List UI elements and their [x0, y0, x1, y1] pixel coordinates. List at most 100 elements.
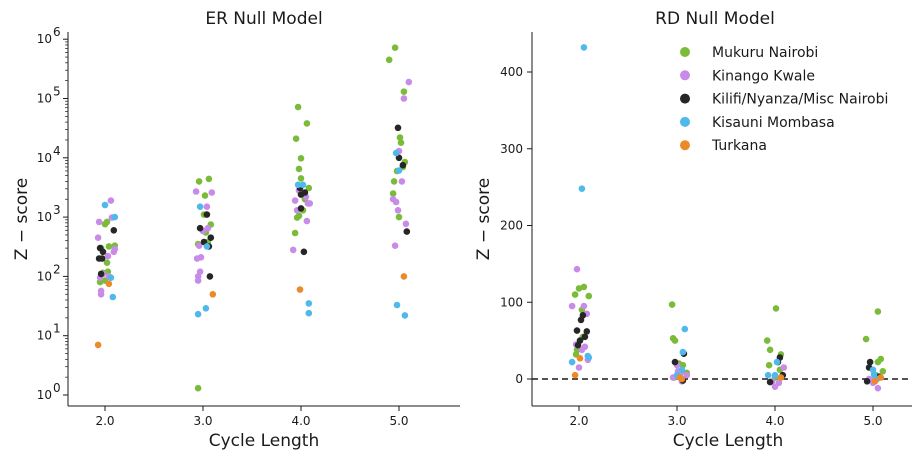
data-point	[391, 242, 399, 249]
data-point	[683, 371, 691, 379]
data-point	[668, 301, 676, 308]
data-point	[297, 191, 305, 198]
data-point	[573, 327, 581, 334]
legend: Mukuru Nairobi Kinango Kwale Kilifi/Nyanza…	[680, 45, 888, 154]
data-point	[300, 248, 308, 256]
data-point	[104, 252, 112, 260]
legend-item-kisauni-mombasa: Kisauni Mombasa	[680, 115, 835, 131]
data-point	[766, 378, 774, 386]
data-point	[585, 354, 593, 361]
data-point	[196, 268, 204, 276]
data-point	[681, 325, 689, 333]
data-point	[203, 211, 211, 218]
er-y-axis-label: Z − score	[12, 178, 32, 260]
data-point	[99, 248, 107, 256]
data-point	[107, 274, 115, 282]
data-point	[291, 197, 299, 204]
data-point	[568, 358, 576, 366]
data-point	[571, 371, 579, 379]
rd-y-tick-label: 200	[500, 219, 523, 233]
legend-label: Kisauni Mombasa	[712, 115, 835, 131]
data-point	[296, 286, 304, 293]
data-point	[291, 229, 299, 237]
data-point	[671, 358, 679, 366]
er-y-tick-label: 10	[37, 32, 52, 46]
legend-label: Kinango Kwale	[712, 68, 815, 84]
data-point	[576, 355, 584, 362]
rd-y-ticks: 0 100 200 300 400	[500, 65, 532, 386]
data-point	[295, 212, 303, 220]
data-point	[297, 205, 305, 212]
data-point	[763, 337, 771, 344]
data-point	[305, 300, 313, 307]
data-point	[568, 302, 576, 310]
data-point	[764, 371, 772, 379]
data-point	[303, 120, 311, 127]
data-point	[775, 379, 783, 387]
data-point	[575, 364, 583, 371]
legend-label: Mukuru Nairobi	[712, 45, 818, 61]
data-point	[395, 213, 403, 221]
legend-marker	[680, 93, 690, 104]
er-series-kinango-kwale	[94, 78, 413, 298]
data-point	[402, 220, 410, 228]
rd-series-turkana	[571, 355, 885, 385]
data-point	[201, 192, 209, 199]
data-point	[385, 56, 393, 64]
data-point	[195, 178, 203, 185]
rd-x-tick-label: 4.0	[765, 414, 784, 428]
data-point	[671, 337, 679, 344]
data-point	[577, 316, 585, 324]
data-point	[879, 368, 887, 375]
data-point	[205, 175, 213, 183]
er-y-tick-exponent: 5	[53, 85, 61, 99]
rd-y-tick-label: 0	[515, 372, 523, 386]
data-point	[574, 341, 582, 349]
er-y-tick-exponent: 3	[53, 203, 61, 217]
data-point	[289, 246, 297, 254]
er-y-tick-label: 10	[37, 210, 52, 224]
er-x-tick-label: 5.0	[389, 414, 408, 428]
rd-x-ticks: 2.0 3.0 4.0 5.0	[569, 406, 883, 428]
data-point	[393, 301, 401, 309]
data-point	[98, 255, 106, 262]
data-point	[396, 134, 404, 141]
data-point	[390, 178, 398, 185]
rd-y-tick-label: 300	[500, 142, 523, 156]
data-point	[305, 309, 313, 317]
data-point	[395, 167, 403, 174]
er-y-tick-label: 10	[37, 329, 52, 343]
data-point	[771, 371, 779, 379]
data-point	[578, 185, 586, 192]
data-point	[294, 181, 302, 189]
data-point	[195, 242, 203, 249]
data-point	[580, 44, 588, 51]
data-point	[105, 280, 113, 288]
data-point	[95, 218, 103, 226]
rd-y-axis-label: Z − score	[474, 178, 494, 260]
er-y-tick-label: 10	[37, 269, 52, 283]
er-x-ticks: 2.0 3.0 4.0 5.0	[95, 406, 409, 428]
er-y-tick-exponent: 4	[53, 144, 61, 158]
data-point	[97, 287, 105, 295]
data-point	[203, 243, 211, 250]
data-point	[392, 198, 400, 206]
data-point	[780, 364, 788, 371]
data-point	[111, 213, 119, 221]
data-point	[389, 190, 397, 197]
legend-item-kinango-kwale: Kinango Kwale	[680, 68, 815, 84]
rd-series-kisauni-mombasa	[568, 44, 881, 383]
legend-marker	[680, 116, 690, 127]
data-point	[772, 305, 780, 312]
er-null-model-panel: ER Null Model Cycle Length Z − score 2.0…	[12, 9, 460, 451]
data-point	[305, 184, 313, 192]
data-point	[678, 375, 686, 383]
er-series-kisauni-mombasa	[101, 149, 409, 319]
er-y-tick-exponent: 0	[53, 381, 61, 395]
data-point	[877, 374, 885, 381]
data-point	[571, 291, 579, 298]
er-chart-title: ER Null Model	[205, 9, 322, 29]
data-point	[394, 207, 402, 214]
er-y-tick-label: 10	[37, 388, 52, 402]
